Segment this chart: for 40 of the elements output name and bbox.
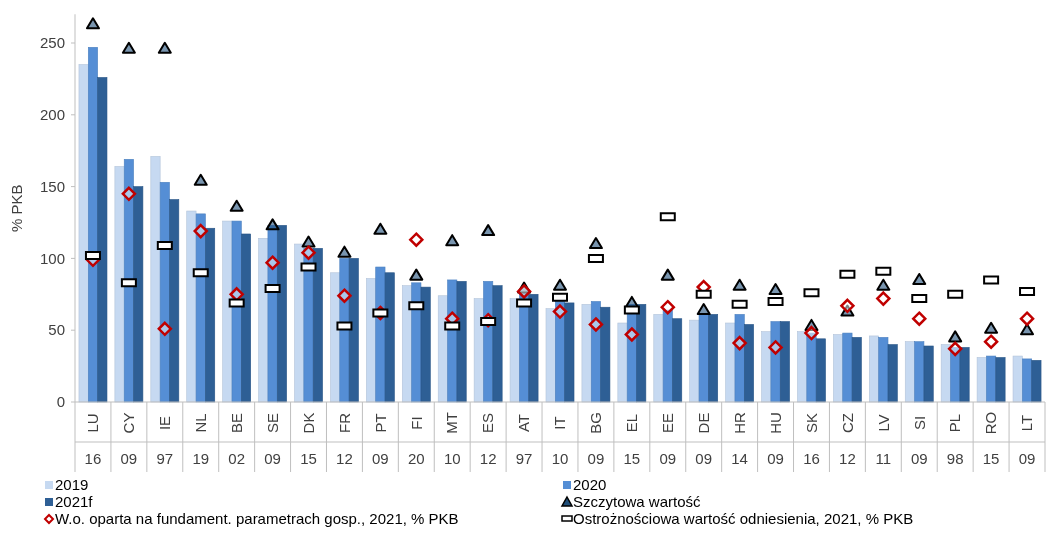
- x-tick-label: EE 09: [659, 412, 677, 467]
- y-tick-label: 200: [39, 106, 65, 124]
- x-tick-label: SK 16: [802, 412, 820, 467]
- x-tick-label: FR 12: [335, 412, 353, 467]
- category-label: SI 09: [910, 415, 928, 467]
- category-label: LV 11: [874, 414, 892, 467]
- x-tick-label: HR 14: [730, 412, 748, 467]
- x-tick-label: PT 09: [371, 413, 389, 467]
- y-tick-label: 0: [56, 393, 65, 411]
- x-tick-label: DK 15: [299, 412, 317, 467]
- x-tick-label: NL 19: [191, 413, 210, 467]
- legend-label: Szczytowa wartość: [573, 493, 702, 510]
- category-label: LT 09: [1018, 414, 1036, 467]
- x-tick-label: BE 02: [227, 412, 246, 467]
- category-label: IT 10: [551, 416, 569, 467]
- category-label: IE 97: [156, 415, 174, 467]
- x-tick-label: AT 97: [515, 413, 533, 467]
- x-tick-label: MT 10: [443, 412, 461, 467]
- x-tick-label: DE 09: [694, 412, 713, 467]
- y-tick-label: 250: [39, 34, 65, 52]
- x-tick-label: CZ 12: [838, 413, 856, 467]
- category-label: FI 20: [407, 416, 425, 467]
- x-tick-label: ES 12: [479, 412, 497, 467]
- y-axis-title: % PKB: [8, 184, 25, 232]
- legend-label: 2020: [573, 476, 607, 493]
- y-tick-label: 150: [39, 177, 65, 195]
- x-tick-label: SE 09: [263, 412, 281, 467]
- legend-label: Ostrożnościowa wartość odniesienia, 2021, % PKB: [573, 510, 914, 527]
- y-tick-label: 50: [48, 321, 65, 339]
- legend-label: 2021f: [55, 493, 94, 510]
- x-tick-label: PL 98: [946, 413, 964, 467]
- x-tick-label: EL 15: [623, 413, 641, 467]
- legend-label: 2019: [55, 476, 89, 493]
- x-tick-label: BG 09: [587, 412, 605, 467]
- x-tick-label: RO 15: [982, 411, 1000, 467]
- x-tick-label: CY 09: [120, 412, 138, 467]
- x-tick-label: HU 09: [766, 412, 784, 467]
- legend-label: W.o. oparta na fundament. parametrach gosp., 2021, % PKB: [55, 510, 459, 527]
- y-tick-label: 100: [39, 249, 65, 267]
- x-tick-label: LU 16: [84, 413, 102, 467]
